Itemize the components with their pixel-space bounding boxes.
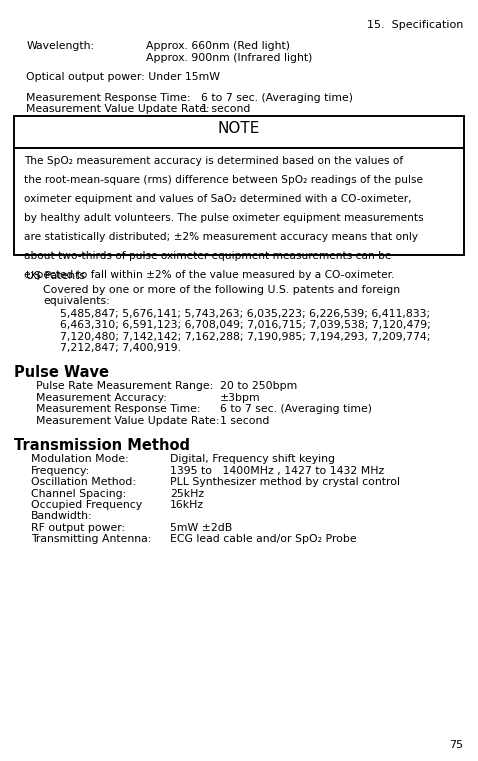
Text: by healthy adult volunteers. The pulse oximeter equipment measurements: by healthy adult volunteers. The pulse o… [24,213,424,223]
Text: Covered by one or more of the following U.S. patents and foreign: Covered by one or more of the following … [43,285,400,295]
Text: Optical output power: Under 15mW: Optical output power: Under 15mW [26,72,220,82]
Text: 5mW ±2dB: 5mW ±2dB [170,523,232,533]
Text: Pulse Rate Measurement Range:: Pulse Rate Measurement Range: [36,381,213,391]
Text: 7,212,847; 7,400,919.: 7,212,847; 7,400,919. [60,343,181,353]
Text: Measurement Response Time:: Measurement Response Time: [26,93,191,103]
Text: 20 to 250bpm: 20 to 250bpm [220,381,297,391]
Text: Approx. 900nm (Infrared light): Approx. 900nm (Infrared light) [146,53,312,63]
Text: Transmission Method: Transmission Method [14,438,190,454]
Text: Measurement Value Update Rate:: Measurement Value Update Rate: [36,416,219,425]
Text: NOTE: NOTE [218,121,260,136]
Text: Channel Spacing:: Channel Spacing: [31,489,126,498]
Text: Bandwidth:: Bandwidth: [31,511,93,521]
Text: Transmitting Antenna:: Transmitting Antenna: [31,534,152,544]
Text: 6 to 7 sec. (Averaging time): 6 to 7 sec. (Averaging time) [201,93,353,103]
Text: Measurement Accuracy:: Measurement Accuracy: [36,393,167,403]
Text: Oscillation Method:: Oscillation Method: [31,477,136,487]
Text: 7,120,480; 7,142,142; 7,162,288; 7,190,985; 7,194,293, 7,209,774;: 7,120,480; 7,142,142; 7,162,288; 7,190,9… [60,332,430,342]
Text: 75: 75 [449,740,464,750]
Text: 6 to 7 sec. (Averaging time): 6 to 7 sec. (Averaging time) [220,404,372,414]
Text: 5,485,847; 5,676,141; 5,743,263; 6,035,223; 6,226,539; 6,411,833;: 5,485,847; 5,676,141; 5,743,263; 6,035,2… [60,309,430,319]
Text: RF output power:: RF output power: [31,523,125,533]
Text: Modulation Mode:: Modulation Mode: [31,454,129,464]
Text: expected to fall within ±2% of the value measured by a CO-oximeter.: expected to fall within ±2% of the value… [24,270,394,280]
Text: Wavelength:: Wavelength: [26,41,95,51]
Text: ±3bpm: ±3bpm [220,393,261,403]
Text: 6,463,310; 6,591,123; 6,708,049; 7,016,715; 7,039,538; 7,120,479;: 6,463,310; 6,591,123; 6,708,049; 7,016,7… [60,320,431,330]
Text: 1395 to   1400MHz , 1427 to 1432 MHz: 1395 to 1400MHz , 1427 to 1432 MHz [170,466,384,476]
Text: The SpO₂ measurement accuracy is determined based on the values of: The SpO₂ measurement accuracy is determi… [24,156,403,166]
Text: the root-mean-square (rms) difference between SpO₂ readings of the pulse: the root-mean-square (rms) difference be… [24,175,423,185]
Text: 16kHz: 16kHz [170,500,204,510]
Bar [14,116,464,148]
Text: 1 second: 1 second [220,416,269,425]
Bar [14,148,464,255]
Text: Approx. 660nm (Red light): Approx. 660nm (Red light) [146,41,290,51]
Text: 1 second: 1 second [201,104,250,114]
Text: 25kHz: 25kHz [170,489,204,498]
Text: PLL Synthesizer method by crystal control: PLL Synthesizer method by crystal contro… [170,477,400,487]
Text: Frequency:: Frequency: [31,466,90,476]
Text: equivalents:: equivalents: [43,296,110,306]
Text: oximeter equipment and values of SaO₂ determined with a CO-oximeter,: oximeter equipment and values of SaO₂ de… [24,194,412,204]
Text: ECG lead cable and/or SpO₂ Probe: ECG lead cable and/or SpO₂ Probe [170,534,356,544]
Text: Pulse Wave: Pulse Wave [14,365,109,380]
Text: are statistically distributed; ±2% measurement accuracy means that only: are statistically distributed; ±2% measu… [24,232,418,242]
Text: US Patents: US Patents [26,271,85,281]
Text: Measurement Value Update Rate:: Measurement Value Update Rate: [26,104,210,114]
Text: about two-thirds of pulse oximeter equipment measurements can be: about two-thirds of pulse oximeter equip… [24,251,391,261]
Text: Digital, Frequency shift keying: Digital, Frequency shift keying [170,454,335,464]
Text: Occupied Frequency: Occupied Frequency [31,500,142,510]
Text: 15.  Specification: 15. Specification [367,20,464,30]
Text: Measurement Response Time:: Measurement Response Time: [36,404,200,414]
